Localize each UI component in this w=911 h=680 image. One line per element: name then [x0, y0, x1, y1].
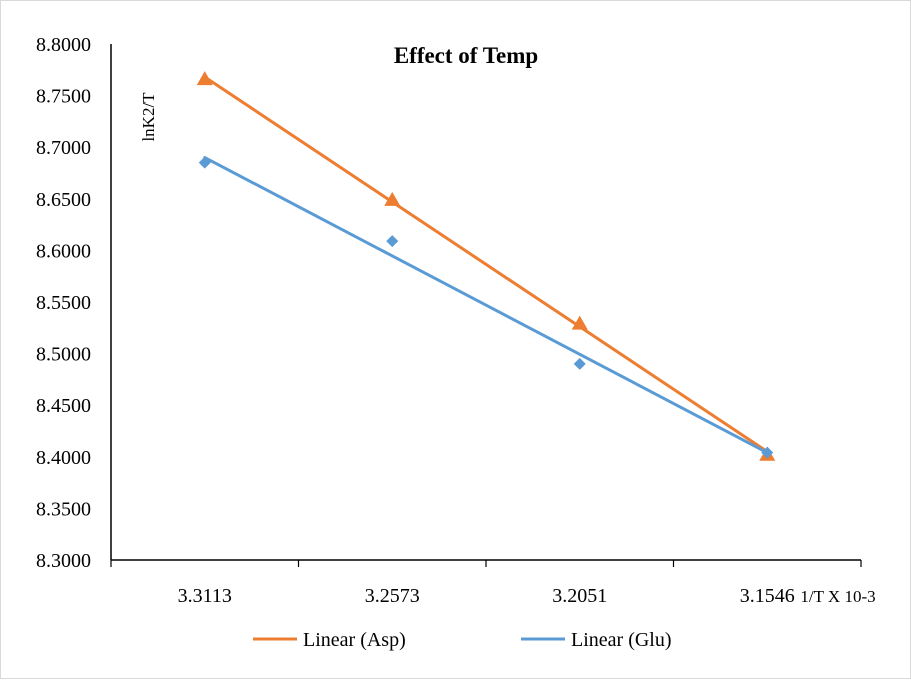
axis-tick-marks	[110, 560, 862, 567]
data-point-glu	[198, 156, 211, 169]
x-axis-title: 1/T X 10-3	[800, 587, 875, 606]
legend-label-asp: Linear (Asp)	[303, 629, 406, 651]
y-tick-label: 8.3000	[36, 550, 91, 572]
data-point-glu	[386, 235, 399, 248]
data-point-asp	[384, 191, 401, 206]
y-tick-label: 8.4500	[36, 395, 91, 417]
y-tick-label: 8.5000	[36, 344, 91, 366]
y-axis-title: lnK2/T	[139, 92, 158, 142]
data-point-glu	[761, 446, 774, 459]
legend-label-glu: Linear (Glu)	[571, 629, 672, 651]
x-tick-label: 3.1546	[740, 585, 795, 607]
y-tick-label: 8.8000	[36, 34, 91, 56]
y-tick-label: 8.7500	[36, 86, 91, 108]
y-axis-tick-labels: 8.8000 8.7500 8.7000 8.6500 8.6000 8.5500 8.50…	[36, 34, 91, 572]
data-point-asp	[196, 71, 213, 86]
trendline-glu	[203, 156, 769, 455]
y-tick-label: 8.7000	[36, 137, 91, 159]
y-tick-label: 8.4000	[36, 447, 91, 469]
data-point-glu	[573, 357, 586, 370]
y-tick-label: 8.6000	[36, 240, 91, 262]
data-point-asp	[571, 315, 588, 330]
y-tick-label: 8.3500	[36, 498, 91, 520]
trendline-asp	[203, 75, 769, 454]
trendlines	[203, 75, 769, 455]
x-tick-label: 3.2051	[552, 585, 607, 607]
x-axis-tick-labels: 3.3113 3.2573 3.2051 3.1546	[178, 585, 795, 607]
legend: Linear (Asp) Linear (Glu)	[253, 629, 672, 651]
x-tick-label: 3.2573	[365, 585, 420, 607]
x-tick-label: 3.3113	[178, 585, 232, 607]
data-markers	[196, 71, 776, 461]
y-tick-label: 8.6500	[36, 189, 91, 211]
chart-title: Effect of Temp	[394, 43, 538, 68]
y-tick-label: 8.5500	[36, 292, 91, 314]
